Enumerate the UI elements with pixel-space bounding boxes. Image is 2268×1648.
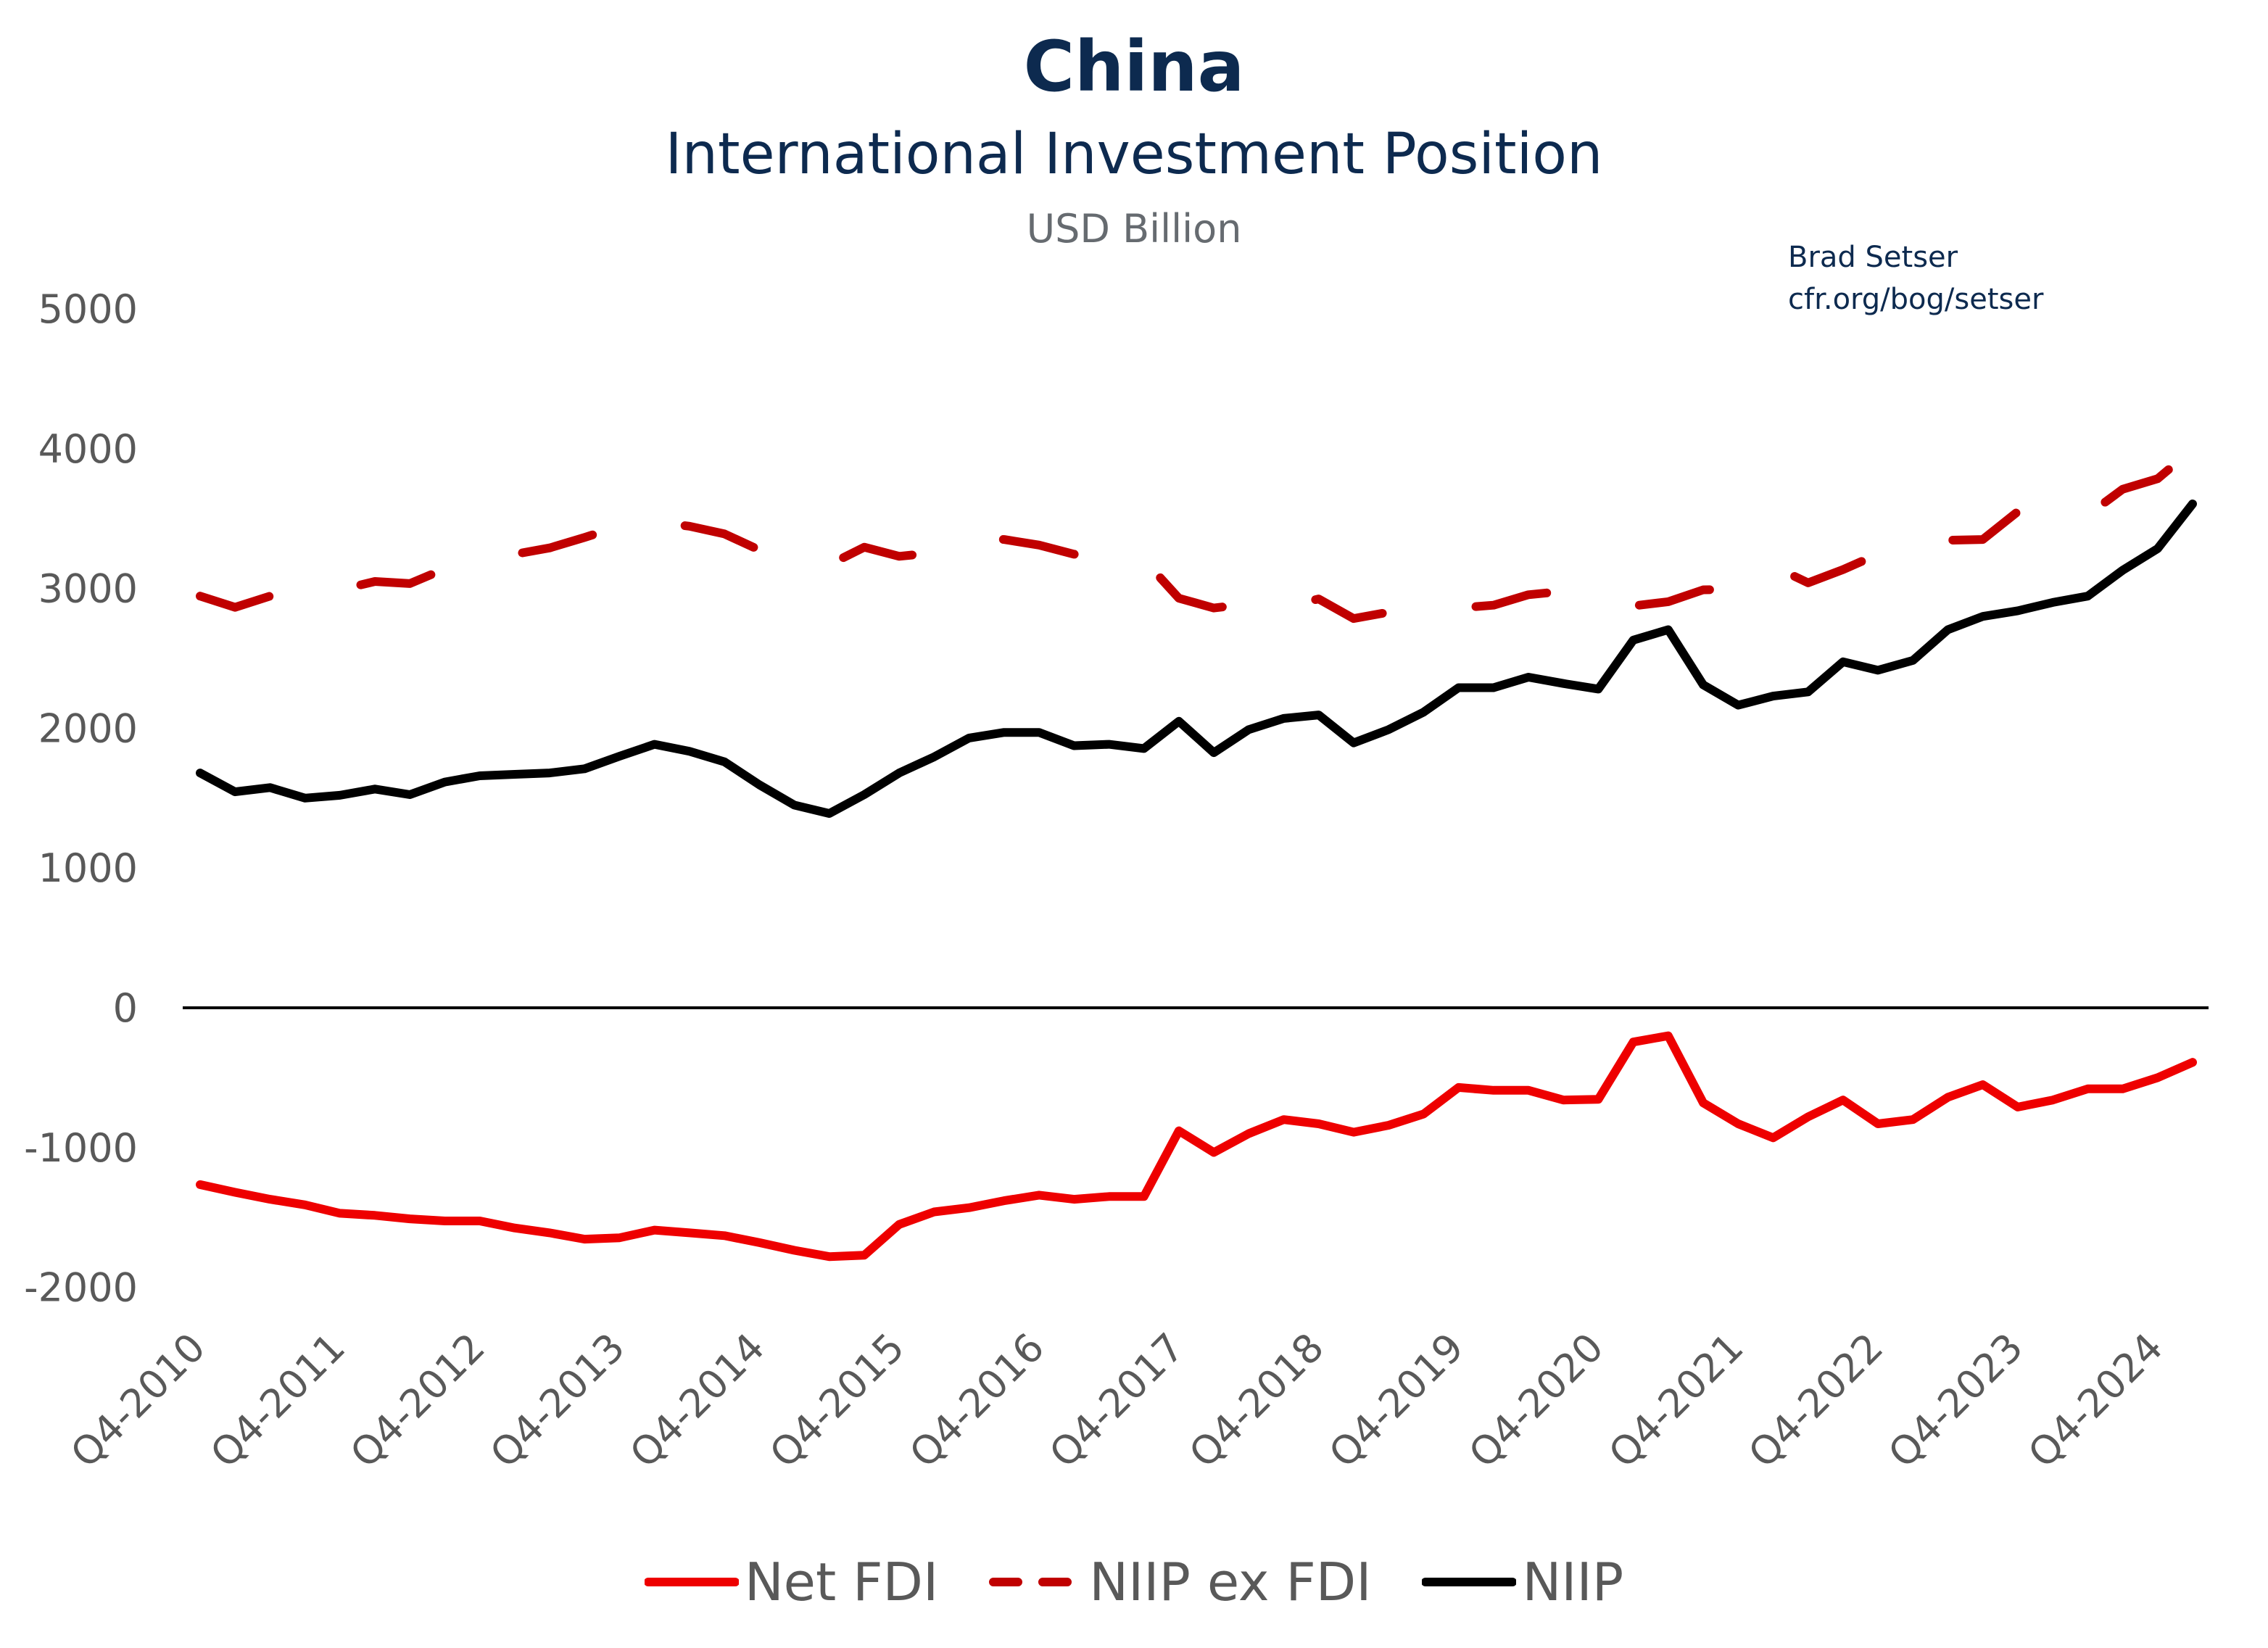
credit-site: cfr.org/bog/setser [1788,283,2044,316]
y-tick-label: 4000 [38,426,138,472]
y-tick-label: -1000 [24,1125,138,1171]
legend-swatch-niip [1422,1578,1517,1586]
x-tick-label: Q4-2019 [1320,1325,1473,1477]
legend-item-niip-ex-fdi: NIIP ex FDI [989,1552,1371,1612]
x-tick-label: Q4-2014 [621,1325,774,1477]
legend-swatch-niip-ex-fdi [989,1578,1084,1586]
y-tick-label: 5000 [38,286,138,332]
y-tick-label: 0 [113,985,138,1031]
chart-units: USD Billion [1026,206,1242,252]
x-tick-label: Q4-2022 [1739,1325,1892,1477]
legend-item-niip: NIIP [1422,1552,1623,1612]
x-tick-label: Q4-2024 [2019,1325,2172,1477]
x-tick-label: Q4-2017 [1040,1325,1193,1477]
y-tick-label: 2000 [38,705,138,751]
legend-swatch-net-fdi [644,1578,739,1586]
x-tick-label: Q4-2018 [1180,1325,1333,1477]
x-tick-label: Q4-2011 [202,1325,354,1477]
x-tick-label: Q4-2016 [901,1325,1053,1477]
series-line-net-fdi [196,1031,2197,1262]
x-tick-label: Q4-2015 [761,1325,914,1477]
x-tick-label: Q4-2012 [342,1325,494,1477]
legend: Net FDI NIIP ex FDI NIIP [0,1552,2268,1612]
x-tick-label: Q4-2023 [1879,1325,2032,1477]
legend-item-net-fdi: Net FDI [644,1552,939,1612]
x-tick-label: Q4-2021 [1600,1325,1752,1477]
y-tick-label: 3000 [38,566,138,612]
series-line-niip-ex-fdi [196,444,2197,624]
x-tick-label: Q4-2013 [481,1325,634,1477]
credit-author: Brad Setser [1788,241,1958,274]
x-tick-label: Q4-2020 [1460,1325,1613,1477]
series-line-niip [196,500,2197,818]
legend-label: NIIP [1522,1552,1624,1612]
x-tick-label: Q4-2010 [62,1325,214,1477]
y-tick-label: -2000 [24,1265,138,1311]
y-tick-label: 1000 [38,845,138,891]
legend-label: Net FDI [744,1552,939,1612]
chart-title: China [1023,26,1245,107]
chart-subtitle: International Investment Position [665,122,1603,187]
legend-label: NIIP ex FDI [1089,1552,1372,1612]
